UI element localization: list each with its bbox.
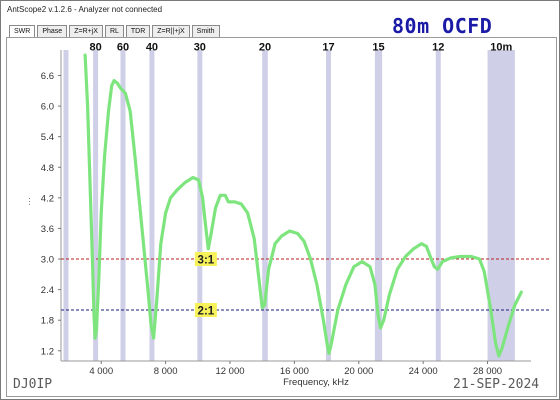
view-tabs: SWR Phase Z=R+jX RL TDR Z=R||+jX Smith xyxy=(9,25,222,37)
ratio-label-bg xyxy=(194,303,217,318)
y-tick-label: 1.8 xyxy=(41,316,54,327)
y-tick-label: 6.6 xyxy=(41,71,54,82)
tab-rl[interactable]: RL xyxy=(104,25,124,37)
y-tick-label: 6.0 xyxy=(41,102,54,113)
antenna-banner: 80m OCFD xyxy=(392,14,493,38)
x-tick-label: 12 000 xyxy=(215,366,244,377)
swr-chart[interactable]: 80 60 40 30 20 17 15 12 10m 1.2 1.8 2.4 3.0 3.6 4.2 4.8… xyxy=(7,38,556,396)
band-shade-extra-0 xyxy=(63,50,69,361)
band-shade-80 xyxy=(93,50,99,361)
tab-z-series[interactable]: Z=R+jX xyxy=(69,25,103,37)
band-label-80: 80 xyxy=(89,42,101,54)
ratio-label-bg xyxy=(194,252,217,267)
tab-z-parallel[interactable]: Z=R||+jX xyxy=(152,25,190,37)
x-tick-label: 16 000 xyxy=(280,366,309,377)
band-shade-40 xyxy=(149,50,155,361)
y-axis-label-stub: ··· xyxy=(25,197,35,206)
callsign-label: DJ0IP xyxy=(13,377,53,392)
band-shade-30 xyxy=(197,50,203,361)
x-tick-label: 20 000 xyxy=(344,366,373,377)
band-shade-20 xyxy=(262,50,268,361)
band-shade-15 xyxy=(374,50,383,361)
x-tick-label: 28 000 xyxy=(473,366,502,377)
band-label-60: 60 xyxy=(117,42,129,54)
x-tick-label: 24 000 xyxy=(409,366,438,377)
x-tick-label: 4 000 xyxy=(89,366,113,377)
y-tick-label: 2.4 xyxy=(41,285,54,296)
band-label-40: 40 xyxy=(146,42,158,54)
y-tick-label: 4.2 xyxy=(41,193,54,204)
plot-panel: 80 60 40 30 20 17 15 12 10m 1.2 1.8 2.4 3.0 3.6 4.2 4.8… xyxy=(6,37,557,397)
x-tick-label: 8 000 xyxy=(154,366,178,377)
window-title: AntScope2 v.1.2.6 - Analyzer not connect… xyxy=(7,5,163,14)
y-tick-label: 3.6 xyxy=(41,224,54,235)
band-label-15: 15 xyxy=(372,42,384,54)
tab-phase[interactable]: Phase xyxy=(37,25,68,37)
band-label-12: 12 xyxy=(432,42,444,54)
date-label: 21-SEP-2024 xyxy=(453,377,540,392)
y-tick-label: 1.2 xyxy=(41,346,54,357)
band-label-10m: 10m xyxy=(490,42,512,54)
band-label-20: 20 xyxy=(259,42,271,54)
band-label-30: 30 xyxy=(194,42,206,54)
y-tick-label: 5.4 xyxy=(41,132,54,143)
x-axis-title: Frequency, kHz xyxy=(283,377,349,388)
tab-swr[interactable]: SWR xyxy=(9,25,36,37)
ratio-label-3:1: 3:1 xyxy=(198,255,215,267)
tab-smith[interactable]: Smith xyxy=(191,25,220,37)
tab-tdr[interactable]: TDR xyxy=(125,25,151,37)
band-shade-60 xyxy=(120,50,126,361)
y-tick-label: 3.0 xyxy=(41,255,54,266)
band-shade-12 xyxy=(435,50,441,361)
ratio-label-2:1: 2:1 xyxy=(198,306,215,318)
y-tick-label: 4.8 xyxy=(41,163,54,174)
band-label-17: 17 xyxy=(322,42,334,54)
band-shade-17 xyxy=(325,50,331,361)
swr-curve xyxy=(83,53,523,358)
